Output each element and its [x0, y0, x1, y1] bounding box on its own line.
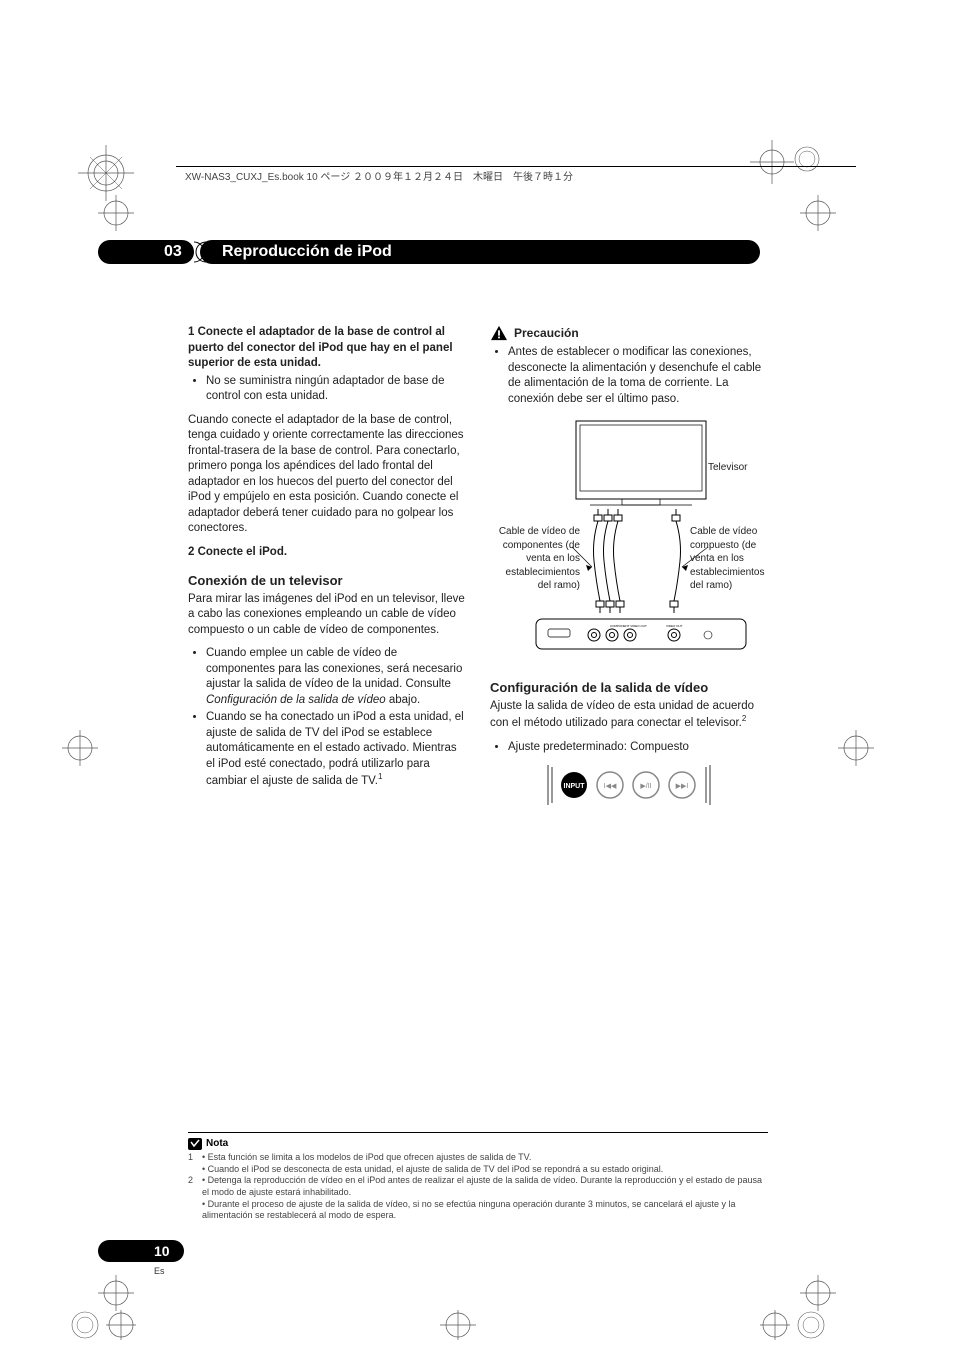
- cable-right-label: Cable de vídeo compuesto (de venta en lo…: [690, 525, 768, 593]
- warning-icon: [490, 325, 508, 341]
- tv-bullet-1: Cuando emplee un cable de vídeo de compo…: [206, 646, 466, 708]
- footnote-section: Nota 1 • Esta función se limita a los mo…: [188, 1132, 768, 1222]
- note-1a-text: Esta función se limita a los modelos de …: [208, 1152, 532, 1162]
- note-2a: 2 • Detenga la reproducción de vídeo en …: [188, 1175, 768, 1198]
- tv-b2-text: Cuando se ha conectado un iPod a esta un…: [206, 711, 464, 787]
- default-setting-bullet: Ajuste predeterminado: Compuesto: [508, 740, 768, 756]
- content-columns: 1 Conecte el adaptador de la base de con…: [188, 325, 768, 807]
- tv-b1-c: abajo.: [386, 694, 421, 706]
- config-heading: Configuración de la salida de vídeo: [490, 679, 768, 697]
- page-language: Es: [154, 1266, 165, 1276]
- svg-text:I◀◀: I◀◀: [604, 783, 617, 790]
- svg-text:▶/II: ▶/II: [640, 783, 651, 790]
- tv-bullet-2: Cuando se ha conectado un iPod a esta un…: [206, 710, 466, 789]
- svg-text:▶▶I: ▶▶I: [676, 783, 689, 790]
- crop-mark-bc: [440, 1310, 490, 1350]
- note-num-2: 2: [188, 1175, 196, 1198]
- remote-diagram: INPUT I◀◀ ▶/II ▶▶I: [544, 763, 714, 807]
- svg-text:VIDEO OUT: VIDEO OUT: [666, 624, 683, 628]
- tv-heading: Conexión de un televisor: [188, 572, 466, 590]
- crop-mark-mr: [838, 730, 888, 780]
- config-sup: 2: [742, 714, 746, 723]
- caution-bullet: Antes de establecer o modificar las cone…: [508, 345, 768, 407]
- tv-label: Televisor: [708, 461, 747, 475]
- left-column: 1 Conecte el adaptador de la base de con…: [188, 325, 466, 807]
- crop-mark-tr2: [800, 195, 850, 245]
- step1-para: Cuando conecte el adaptador de la base d…: [188, 413, 466, 537]
- right-column: Precaución Antes de establecer o modific…: [490, 325, 768, 807]
- svg-text:INPUT: INPUT: [564, 783, 586, 790]
- chapter-number: 03: [164, 243, 182, 261]
- config-para: Ajuste la salida de vídeo de esta unidad…: [490, 699, 768, 732]
- note-2b-text: Durante el proceso de ajuste de la salid…: [202, 1199, 736, 1221]
- step1-bullet: No se suministra ningún adaptador de bas…: [206, 374, 466, 405]
- config-para-text: Ajuste la salida de vídeo de esta unidad…: [490, 700, 754, 729]
- crop-mark-tl2: [98, 195, 148, 245]
- header-filename: XW-NAS3_CUXJ_Es.book 10 ページ ２００９年１２月２４日 …: [185, 168, 573, 183]
- chapter-title: Reproducción de iPod: [222, 243, 392, 261]
- header-rule: [176, 166, 856, 167]
- page-number: 10: [154, 1243, 170, 1259]
- note-2b: • Durante el proceso de ajuste de la sal…: [188, 1199, 768, 1222]
- chapter-bar-shape: [98, 240, 763, 268]
- crop-mark-br: [760, 1310, 830, 1350]
- caution-label: Precaución: [514, 325, 579, 341]
- svg-text:COMPONENT VIDEO OUT: COMPONENT VIDEO OUT: [610, 624, 647, 628]
- step2-heading: 2 Conecte el iPod.: [188, 545, 466, 561]
- note-num-1: 1: [188, 1152, 196, 1164]
- page-number-badge: 10: [98, 1240, 198, 1266]
- caution-header: Precaución: [490, 325, 768, 341]
- note-1b: • Cuando el iPod se desconecta de esta u…: [188, 1164, 768, 1176]
- tv-b1-a: Cuando emplee un cable de vídeo de compo…: [206, 647, 462, 690]
- note-1b-text: Cuando el iPod se desconecta de esta uni…: [208, 1164, 664, 1174]
- connection-diagram: COMPONENT VIDEO OUT VIDEO OUT Televisor …: [490, 417, 768, 667]
- step1-heading: 1 Conecte el adaptador de la base de con…: [188, 325, 466, 372]
- crop-mark-bl: [70, 1310, 140, 1350]
- note-header: Nota: [188, 1137, 768, 1150]
- tv-b1-b: Configuración de la salida de vídeo: [206, 694, 386, 706]
- note-icon: [188, 1138, 202, 1150]
- crop-mark-ml: [62, 730, 112, 780]
- crop-mark-tr: [750, 140, 820, 200]
- tv-b2-sup: 1: [378, 772, 382, 781]
- tv-para: Para mirar las imágenes del iPod en un t…: [188, 592, 466, 639]
- cable-left-label: Cable de vídeo de componentes (de venta …: [490, 525, 580, 593]
- note-1a: 1 • Esta función se limita a los modelos…: [188, 1152, 768, 1164]
- chapter-bar: 03 Reproducción de iPod: [98, 240, 763, 268]
- note-label: Nota: [206, 1137, 228, 1150]
- note-2a-text: Detenga la reproducción de vídeo en el i…: [202, 1175, 762, 1197]
